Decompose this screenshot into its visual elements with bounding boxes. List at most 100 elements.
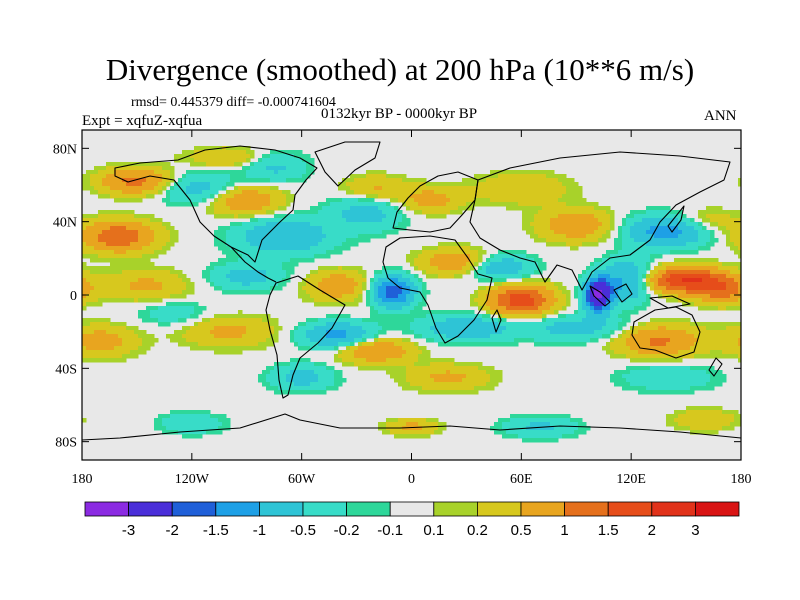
field-cell bbox=[198, 342, 259, 347]
field-cell bbox=[226, 234, 247, 239]
coast-new-guinea bbox=[649, 295, 691, 309]
field-cell bbox=[414, 330, 435, 335]
field-cell bbox=[318, 270, 359, 275]
field-cell bbox=[562, 290, 571, 295]
field-cell bbox=[214, 230, 227, 235]
field-cell bbox=[334, 354, 339, 359]
field-cell bbox=[422, 298, 427, 303]
field-cell bbox=[294, 342, 299, 347]
field-cell bbox=[538, 290, 555, 295]
field-cell bbox=[82, 230, 103, 235]
field-cell bbox=[514, 258, 535, 263]
field-cell bbox=[414, 210, 423, 215]
field-cell bbox=[362, 334, 375, 339]
field-cell bbox=[366, 330, 379, 335]
field-cell bbox=[318, 210, 343, 215]
field-cell bbox=[370, 310, 379, 315]
field-cell bbox=[230, 278, 267, 283]
field-cell bbox=[418, 278, 423, 283]
field-cell bbox=[610, 222, 615, 227]
field-cell bbox=[618, 334, 623, 339]
field-cell bbox=[222, 286, 271, 291]
field-cell bbox=[378, 294, 387, 299]
field-cell bbox=[374, 270, 383, 275]
field-cell bbox=[478, 182, 563, 187]
field-cell bbox=[638, 266, 647, 271]
field-cell bbox=[222, 422, 231, 427]
field-cell bbox=[650, 286, 655, 291]
field-cell bbox=[494, 430, 507, 435]
field-cell bbox=[478, 286, 487, 291]
field-cell bbox=[210, 318, 263, 323]
field-cell bbox=[654, 274, 663, 279]
field-cell bbox=[598, 218, 611, 223]
field-cell bbox=[558, 286, 567, 291]
field-cell bbox=[402, 290, 411, 295]
field-cell bbox=[90, 190, 99, 195]
field-cell bbox=[274, 366, 327, 371]
field-cell bbox=[438, 246, 471, 251]
field-cell bbox=[506, 430, 575, 435]
field-cell bbox=[90, 322, 111, 327]
field-cell bbox=[426, 418, 439, 423]
field-cell bbox=[226, 230, 247, 235]
field-cell bbox=[678, 414, 735, 419]
field-cell bbox=[162, 418, 219, 423]
field-cell bbox=[474, 174, 499, 179]
field-cell bbox=[266, 374, 287, 379]
field-cell bbox=[558, 298, 567, 303]
field-cell bbox=[94, 222, 143, 227]
field-cell bbox=[226, 202, 271, 207]
field-cell bbox=[170, 238, 179, 243]
field-cell bbox=[318, 202, 331, 207]
field-cell bbox=[478, 294, 487, 299]
colorbar-label: -1 bbox=[253, 522, 266, 539]
field-cell bbox=[550, 330, 595, 335]
field-cell bbox=[594, 270, 639, 275]
field-cell bbox=[214, 350, 243, 355]
field-cell bbox=[422, 190, 435, 195]
field-cell bbox=[438, 266, 463, 271]
field-cell bbox=[406, 270, 411, 275]
field-cell bbox=[394, 378, 407, 383]
field-cell bbox=[422, 294, 427, 299]
field-cell bbox=[486, 178, 559, 183]
field-cell bbox=[266, 338, 279, 343]
colorbar-swatch bbox=[258, 501, 304, 517]
field-cell bbox=[698, 230, 711, 235]
field-cell bbox=[218, 258, 239, 263]
field-cell bbox=[90, 282, 131, 287]
field-cell bbox=[726, 306, 741, 311]
field-cell bbox=[210, 282, 215, 287]
field-cell bbox=[634, 238, 699, 243]
field-cell bbox=[550, 226, 599, 231]
field-cell bbox=[614, 306, 635, 311]
field-cell bbox=[406, 370, 447, 375]
field-cell bbox=[594, 330, 611, 335]
field-cell bbox=[646, 322, 691, 327]
field-cell bbox=[642, 218, 679, 223]
field-cell bbox=[138, 314, 151, 319]
field-cell bbox=[478, 306, 483, 311]
field-cell bbox=[478, 266, 483, 271]
field-cell bbox=[214, 198, 219, 203]
field-cell bbox=[170, 186, 175, 191]
colorbar-swatch bbox=[389, 501, 435, 517]
field-cell bbox=[674, 410, 687, 415]
field-cell bbox=[638, 286, 643, 291]
field-cell bbox=[342, 214, 387, 219]
field-cell bbox=[582, 306, 591, 311]
field-cell bbox=[158, 182, 167, 187]
field-cell bbox=[534, 238, 547, 243]
field-cell bbox=[246, 326, 275, 331]
field-cell bbox=[302, 286, 319, 291]
field-cell bbox=[266, 274, 287, 279]
field-cell bbox=[610, 342, 627, 347]
field-cell bbox=[82, 298, 99, 303]
field-cell bbox=[638, 330, 687, 335]
field-cell bbox=[174, 158, 195, 163]
field-cell bbox=[722, 426, 735, 431]
field-cell bbox=[618, 322, 627, 327]
field-cell bbox=[198, 322, 271, 327]
field-cell bbox=[126, 250, 155, 255]
